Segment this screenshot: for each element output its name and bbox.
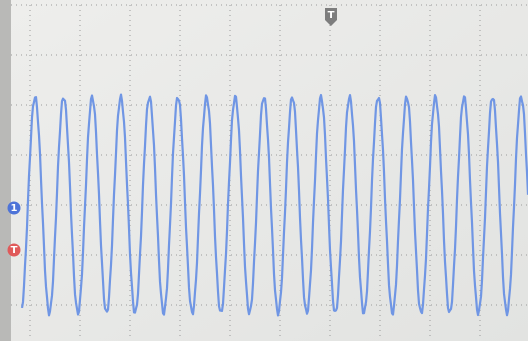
marker-label: 1 (11, 203, 18, 214)
marker-label: T (328, 10, 335, 21)
page: T 1 T (() => { const data = JSON.parse(d… (0, 0, 528, 341)
background (0, 0, 528, 341)
marker-label: T (11, 245, 18, 256)
bezel (0, 0, 11, 341)
scope-screen: T 1 T (0, 0, 528, 341)
channel-marker: 1 (8, 202, 21, 215)
trigger-level-marker: T (8, 244, 21, 257)
